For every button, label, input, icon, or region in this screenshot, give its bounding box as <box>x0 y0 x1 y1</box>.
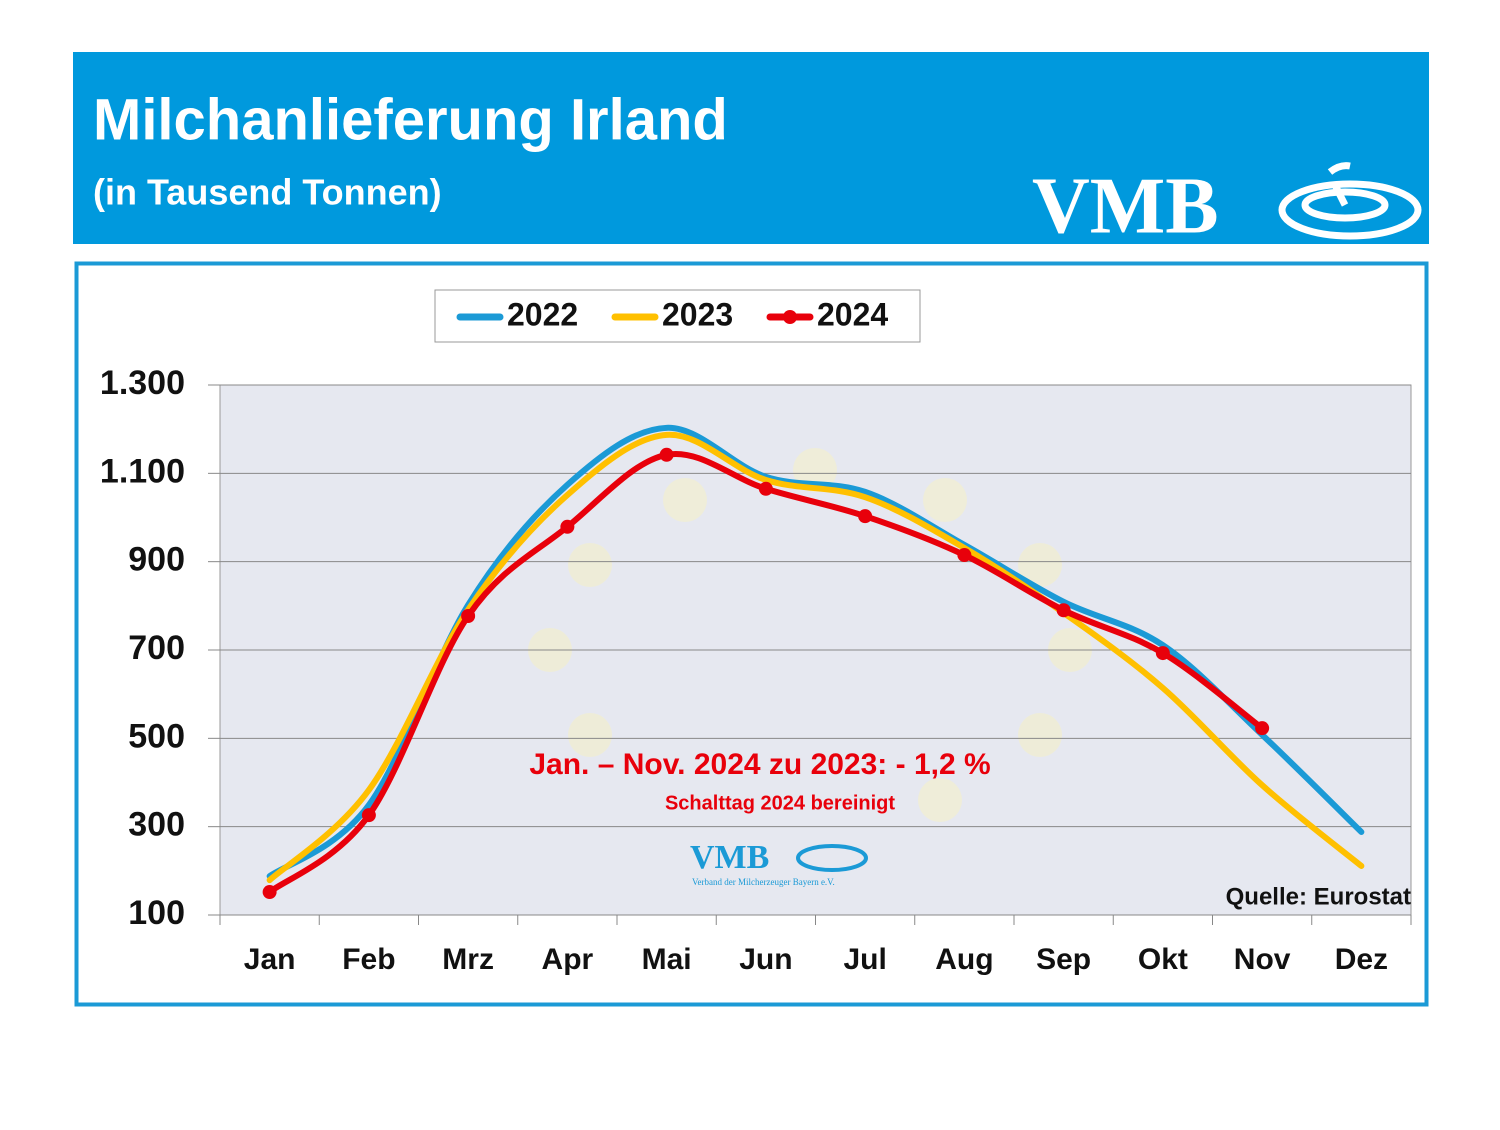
data-point <box>461 608 476 623</box>
data-point <box>659 447 674 462</box>
x-tick-label: Mai <box>642 943 692 976</box>
y-tick-label: 500 <box>128 717 185 755</box>
x-tick-label: Jun <box>739 943 792 976</box>
x-tick-label: Sep <box>1036 943 1091 976</box>
logo-tagline: Verband der Milcherzeuger Bayern e.V. <box>692 877 835 887</box>
y-tick-label: 300 <box>128 806 185 844</box>
legend-label: 2022 <box>507 296 578 332</box>
y-tick-label: 700 <box>128 629 185 667</box>
y-tick-label: 1.300 <box>100 364 185 402</box>
logo-text: VMB <box>1032 162 1219 250</box>
data-point <box>858 509 873 524</box>
x-tick-label: Mrz <box>442 943 494 976</box>
x-tick-label: Apr <box>542 943 594 976</box>
line-series <box>266 431 1365 884</box>
x-tick-label: Feb <box>342 943 395 976</box>
subtitle: (in Tausend Tonnen) <box>93 172 442 213</box>
data-point <box>361 808 376 823</box>
x-tick-label: Nov <box>1234 943 1291 976</box>
title: Milchanlieferung Irland <box>93 87 728 152</box>
data-point <box>1255 721 1270 736</box>
data-point <box>957 548 972 563</box>
x-tick-label: Okt <box>1138 943 1188 976</box>
annotation: Schalttag 2024 bereinigt <box>665 792 895 814</box>
data-point <box>758 481 773 496</box>
x-tick-label: Aug <box>935 943 993 976</box>
data-point <box>1155 646 1170 661</box>
background-stars <box>528 448 1092 822</box>
annotation: Jan. – Nov. 2024 zu 2023: - 1,2 % <box>529 748 990 781</box>
logo-swoosh <box>796 844 868 872</box>
source: Quelle: Eurostat <box>1226 883 1411 910</box>
logo-swoosh <box>1278 162 1422 240</box>
legend-label: 2023 <box>662 296 733 332</box>
legend-label: 2024 <box>817 296 888 332</box>
logo-text: VMB <box>690 839 769 876</box>
y-tick-label: 900 <box>128 541 185 579</box>
data-point <box>1056 603 1071 618</box>
line-series <box>266 450 1266 896</box>
y-tick-label: 100 <box>128 894 185 932</box>
x-tick-label: Jul <box>843 943 886 976</box>
data-point <box>262 885 277 900</box>
y-tick-label: 1.100 <box>100 452 185 490</box>
legend-marker <box>783 310 797 324</box>
x-tick-label: Dez <box>1335 943 1388 976</box>
header-band <box>73 52 1429 244</box>
data-point <box>560 519 575 534</box>
legend-box <box>434 289 921 343</box>
x-tick-label: Jan <box>244 943 296 976</box>
